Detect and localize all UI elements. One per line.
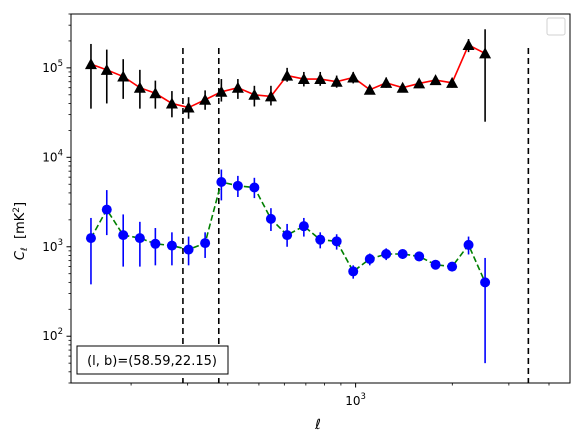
svg-text:Cℓ [mK2]: Cℓ [mK2] bbox=[12, 202, 30, 260]
series-1-point-19 bbox=[397, 249, 408, 260]
series-1-point-6 bbox=[183, 244, 194, 255]
series-0-point-18 bbox=[380, 76, 393, 88]
series-1-point-15 bbox=[331, 236, 342, 247]
x-axis-title: ℓ bbox=[314, 417, 321, 433]
series-1-point-11 bbox=[265, 213, 276, 224]
series-1-point-9 bbox=[232, 180, 243, 191]
y-axis-unit: [mK bbox=[13, 212, 28, 239]
axes-frame bbox=[70, 13, 571, 384]
series-0-point-7 bbox=[199, 93, 212, 105]
y-tick-label-1: 103 bbox=[42, 238, 63, 254]
annotation-box: (l, b)=(58.59,22.15) bbox=[76, 345, 229, 375]
series-0-point-17 bbox=[363, 83, 376, 95]
plot-area bbox=[84, 29, 530, 383]
series-1-point-17 bbox=[364, 253, 375, 264]
series-0-point-3 bbox=[133, 81, 146, 93]
series-0-point-8 bbox=[215, 85, 228, 97]
series-0-point-11 bbox=[264, 90, 277, 102]
series-0-point-20 bbox=[413, 77, 426, 89]
series-0-point-21 bbox=[429, 74, 442, 86]
series-0-point-9 bbox=[231, 81, 244, 93]
series-1 bbox=[85, 169, 491, 364]
y-tick-label-3: 105 bbox=[42, 59, 63, 75]
series-1-point-5 bbox=[166, 240, 177, 251]
series-1-point-12 bbox=[282, 230, 293, 241]
series-1-point-24 bbox=[480, 277, 491, 288]
series-1-point-0 bbox=[85, 233, 96, 244]
series-1-point-16 bbox=[348, 266, 359, 277]
series-0-point-12 bbox=[281, 69, 294, 81]
series-1-point-20 bbox=[414, 251, 425, 262]
series-1-point-18 bbox=[381, 249, 392, 260]
series-1-point-1 bbox=[101, 204, 112, 215]
series-1-point-10 bbox=[249, 182, 260, 193]
series-1-point-4 bbox=[150, 238, 161, 249]
series-0-point-6 bbox=[182, 101, 195, 113]
annotation-text: (l, b)=(58.59,22.15) bbox=[87, 354, 217, 369]
y-axis-unit-close: ] bbox=[13, 202, 28, 207]
annotation-frame bbox=[76, 345, 229, 375]
series-1-point-3 bbox=[134, 233, 145, 244]
series-0-point-22 bbox=[446, 76, 459, 88]
y-axis-unit-exponent: 2 bbox=[12, 207, 22, 213]
y-tick-label-0: 102 bbox=[42, 327, 63, 343]
series-0-point-16 bbox=[347, 71, 360, 83]
series-1-point-23 bbox=[463, 239, 474, 250]
y-tick-label-2: 104 bbox=[42, 148, 63, 164]
series-0-point-5 bbox=[165, 97, 178, 109]
y-axis-subscript: ℓ bbox=[20, 247, 30, 252]
series-0-point-0 bbox=[84, 58, 97, 70]
series-0-point-24 bbox=[479, 47, 492, 59]
series-0-point-19 bbox=[396, 81, 409, 93]
y-axis-symbol: C bbox=[13, 250, 28, 260]
axes: 102 103 104 105 103 bbox=[42, 13, 571, 408]
series-1-point-13 bbox=[298, 221, 309, 232]
series-0-point-15 bbox=[330, 75, 343, 87]
series-0 bbox=[84, 29, 492, 122]
y-axis-title: Cℓ [mK2] bbox=[12, 202, 30, 260]
series-1-point-7 bbox=[200, 238, 211, 249]
series-1-point-22 bbox=[447, 261, 458, 272]
legend bbox=[546, 17, 566, 36]
series-0-point-10 bbox=[248, 88, 261, 100]
y-axis-spacer bbox=[13, 239, 28, 247]
series-1-point-8 bbox=[216, 176, 227, 187]
series-1-point-2 bbox=[118, 230, 129, 241]
legend-box bbox=[546, 17, 566, 36]
series-0-point-1 bbox=[100, 63, 113, 75]
series-0-point-14 bbox=[314, 73, 327, 85]
series-1-point-21 bbox=[430, 259, 441, 270]
series-0-point-23 bbox=[462, 39, 475, 51]
series-0-point-2 bbox=[117, 70, 130, 82]
x-tick-label-0: 103 bbox=[345, 392, 366, 408]
series-0-point-13 bbox=[297, 73, 310, 85]
series-0-point-4 bbox=[149, 87, 162, 99]
series-1-point-14 bbox=[315, 234, 326, 245]
